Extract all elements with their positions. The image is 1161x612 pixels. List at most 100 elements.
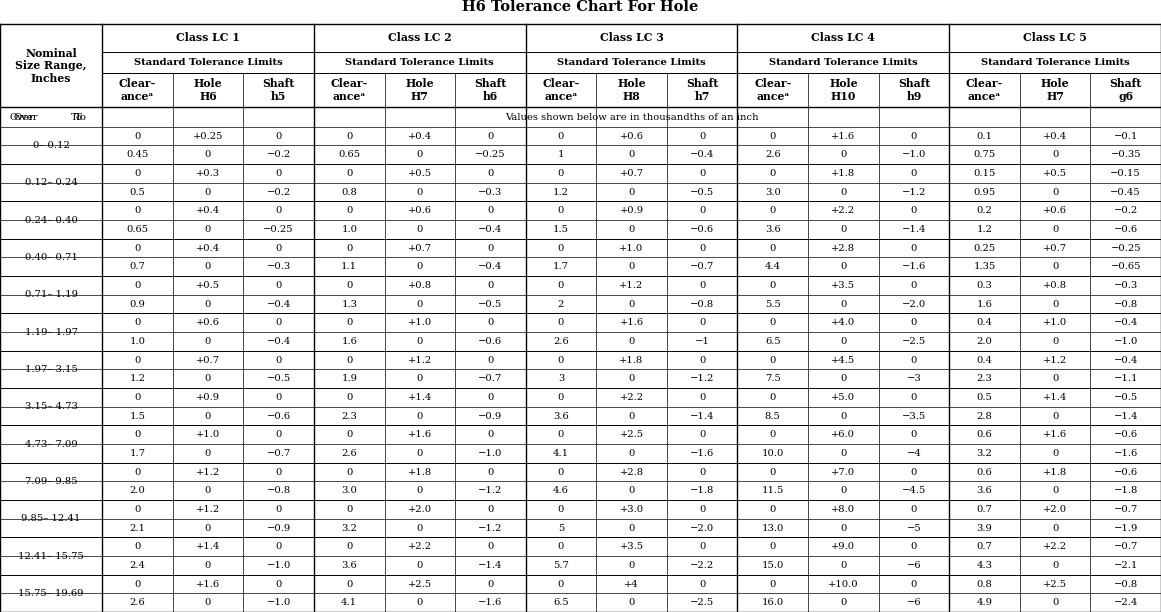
Text: 2.3: 2.3 bbox=[341, 411, 358, 420]
Text: 0: 0 bbox=[204, 150, 211, 159]
Text: −1.4: −1.4 bbox=[478, 561, 503, 570]
Text: 0: 0 bbox=[1052, 598, 1059, 607]
Text: −1.4: −1.4 bbox=[1113, 411, 1138, 420]
Text: 0: 0 bbox=[417, 598, 423, 607]
Text: 0: 0 bbox=[910, 505, 917, 514]
Text: Shaft
g6: Shaft g6 bbox=[1110, 78, 1142, 102]
Text: −0.7: −0.7 bbox=[478, 374, 503, 383]
Text: 10.0: 10.0 bbox=[762, 449, 784, 458]
Text: 2.3: 2.3 bbox=[976, 374, 993, 383]
Text: 0: 0 bbox=[346, 132, 353, 141]
Text: 0: 0 bbox=[275, 542, 282, 551]
Text: 0: 0 bbox=[557, 393, 564, 402]
Text: 5.5: 5.5 bbox=[765, 299, 780, 308]
Text: −1.8: −1.8 bbox=[1113, 486, 1138, 495]
Text: +8.0: +8.0 bbox=[831, 505, 856, 514]
Text: −0.6: −0.6 bbox=[267, 411, 290, 420]
Text: −1.1: −1.1 bbox=[1113, 374, 1138, 383]
Text: 0: 0 bbox=[488, 281, 493, 290]
Text: 0.3: 0.3 bbox=[976, 281, 993, 290]
Text: 9.85– 12.41: 9.85– 12.41 bbox=[21, 514, 81, 523]
Text: 0: 0 bbox=[275, 206, 282, 215]
Text: 0: 0 bbox=[770, 281, 776, 290]
Text: 0: 0 bbox=[346, 430, 353, 439]
Text: 0: 0 bbox=[1052, 523, 1059, 532]
Text: 4.4: 4.4 bbox=[765, 262, 781, 271]
Text: 3.6: 3.6 bbox=[765, 225, 780, 234]
Text: +2.2: +2.2 bbox=[831, 206, 856, 215]
Text: 0: 0 bbox=[770, 132, 776, 141]
Text: −0.4: −0.4 bbox=[1113, 356, 1138, 365]
Text: +2.5: +2.5 bbox=[408, 580, 432, 589]
Text: 0: 0 bbox=[770, 430, 776, 439]
Text: Class LC 4: Class LC 4 bbox=[812, 32, 875, 43]
Text: 0: 0 bbox=[557, 169, 564, 178]
Text: 0: 0 bbox=[488, 206, 493, 215]
Text: +0.6: +0.6 bbox=[1043, 206, 1067, 215]
Text: −2.2: −2.2 bbox=[690, 561, 714, 570]
Text: 0: 0 bbox=[699, 393, 706, 402]
Text: 0: 0 bbox=[204, 299, 211, 308]
Text: −0.6: −0.6 bbox=[1113, 225, 1138, 234]
Text: +2.8: +2.8 bbox=[620, 468, 643, 477]
Text: 3.6: 3.6 bbox=[976, 486, 993, 495]
Text: 0: 0 bbox=[488, 542, 493, 551]
Text: 0: 0 bbox=[1052, 262, 1059, 271]
Text: +1.2: +1.2 bbox=[196, 505, 221, 514]
Text: 1.19– 1.97: 1.19– 1.97 bbox=[24, 327, 78, 337]
Text: 0: 0 bbox=[770, 206, 776, 215]
Text: 0.7: 0.7 bbox=[976, 505, 993, 514]
Text: +2.8: +2.8 bbox=[831, 244, 856, 253]
Text: 2.6: 2.6 bbox=[765, 150, 780, 159]
Text: +3.5: +3.5 bbox=[831, 281, 856, 290]
Text: Class LC 1: Class LC 1 bbox=[176, 32, 240, 43]
Text: +0.9: +0.9 bbox=[196, 393, 221, 402]
Text: −0.2: −0.2 bbox=[1113, 206, 1138, 215]
Text: −0.4: −0.4 bbox=[267, 299, 290, 308]
Text: 0: 0 bbox=[841, 225, 846, 234]
Text: 1.9: 1.9 bbox=[341, 374, 358, 383]
Text: 0.4: 0.4 bbox=[976, 318, 993, 327]
Text: +1.2: +1.2 bbox=[196, 468, 221, 477]
Text: 0.9: 0.9 bbox=[130, 299, 145, 308]
Text: 0: 0 bbox=[417, 337, 423, 346]
Text: 0: 0 bbox=[346, 356, 353, 365]
Text: 0: 0 bbox=[417, 187, 423, 196]
Text: +10.0: +10.0 bbox=[828, 580, 859, 589]
Text: 0: 0 bbox=[275, 468, 282, 477]
Text: H6 Tolerance Chart For Hole: H6 Tolerance Chart For Hole bbox=[462, 0, 699, 14]
Text: −0.2: −0.2 bbox=[267, 187, 290, 196]
Text: +0.6: +0.6 bbox=[408, 206, 432, 215]
Text: 0: 0 bbox=[488, 505, 493, 514]
Text: Shaft
h9: Shaft h9 bbox=[897, 78, 930, 102]
Text: Hole
H6: Hole H6 bbox=[194, 78, 223, 102]
Text: 0: 0 bbox=[628, 187, 635, 196]
Text: 0: 0 bbox=[275, 505, 282, 514]
Text: Shaft
h5: Shaft h5 bbox=[262, 78, 295, 102]
Text: 0: 0 bbox=[841, 262, 846, 271]
Text: 0: 0 bbox=[135, 169, 140, 178]
Text: Hole
H7: Hole H7 bbox=[1040, 78, 1069, 102]
Text: −0.5: −0.5 bbox=[267, 374, 290, 383]
Text: +1.4: +1.4 bbox=[1043, 393, 1067, 402]
Text: 0.25: 0.25 bbox=[973, 244, 996, 253]
Text: 0: 0 bbox=[135, 430, 140, 439]
Text: 0: 0 bbox=[910, 542, 917, 551]
Text: Shaft
h7: Shaft h7 bbox=[686, 78, 719, 102]
Text: Hole
H8: Hole H8 bbox=[618, 78, 646, 102]
Text: 0: 0 bbox=[417, 449, 423, 458]
Text: 0: 0 bbox=[770, 580, 776, 589]
Text: 2.6: 2.6 bbox=[341, 449, 358, 458]
Text: +1.0: +1.0 bbox=[1043, 318, 1067, 327]
Text: 1.7: 1.7 bbox=[130, 449, 145, 458]
Text: +0.5: +0.5 bbox=[196, 281, 221, 290]
Text: −0.4: −0.4 bbox=[267, 337, 290, 346]
Text: 0: 0 bbox=[275, 580, 282, 589]
Text: −0.25: −0.25 bbox=[475, 150, 506, 159]
Text: −0.8: −0.8 bbox=[1113, 580, 1138, 589]
Text: 0.71– 1.19: 0.71– 1.19 bbox=[24, 290, 78, 299]
Text: 0: 0 bbox=[488, 356, 493, 365]
Text: −0.4: −0.4 bbox=[690, 150, 714, 159]
Text: 0.6: 0.6 bbox=[976, 468, 993, 477]
Text: +0.6: +0.6 bbox=[620, 132, 643, 141]
